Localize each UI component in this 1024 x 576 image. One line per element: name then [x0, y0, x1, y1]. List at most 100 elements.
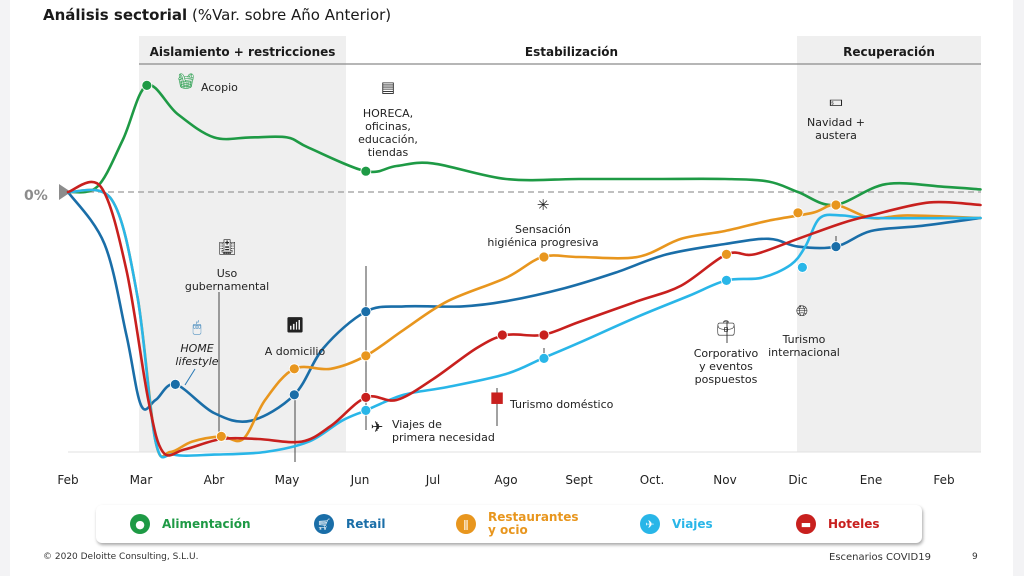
x-tick-label: Jun — [350, 473, 370, 487]
basket-icon: 🧺︎ — [176, 72, 195, 90]
data-marker — [360, 165, 372, 177]
x-tick-label: May — [275, 473, 300, 487]
chart-title: Análisis sectorial (%Var. sobre Año Ante… — [43, 6, 391, 24]
globe-icon: 🌐︎ — [796, 302, 808, 320]
data-marker — [792, 207, 804, 219]
baseline-arrow-icon — [59, 184, 71, 200]
title-bold: Análisis sectorial — [43, 6, 188, 24]
data-marker — [141, 80, 153, 91]
data-marker — [360, 391, 372, 403]
series-line-alimentaci-n — [66, 83, 982, 207]
series-line-hoteles — [66, 180, 982, 457]
phase-band — [139, 36, 346, 452]
x-tick-label: Jul — [425, 473, 440, 487]
annotation-text-horeca: HORECA, — [363, 107, 413, 120]
legend-label: Retail — [346, 516, 386, 531]
medical-cross-icon: ✳ — [537, 196, 550, 214]
legend-label: Hoteles — [828, 516, 880, 531]
legend: ● Alimentación 🛒︎ Retail ǁ Restaurantes … — [96, 505, 922, 543]
data-marker — [360, 350, 372, 362]
data-marker — [288, 389, 300, 401]
phase-label: Recuperación — [843, 45, 935, 59]
legend-item-hoteles: ▬ Hoteles — [796, 505, 880, 543]
annotation-text-navidad: Navidad + — [807, 116, 865, 129]
annotation-text-horeca: oficinas, — [365, 120, 411, 133]
chart-area: Aislamiento + restricciones Estabilizació… — [24, 36, 982, 487]
data-marker — [360, 404, 372, 416]
airplane-icon: ✈ — [640, 514, 660, 534]
annotation-text-domicilio: A domicilio — [265, 345, 326, 358]
apple-icon: ● — [130, 514, 150, 534]
annotation-text-turismo-dom: Turismo doméstico — [509, 398, 614, 411]
annotation-text-horeca: tiendas — [368, 146, 409, 159]
data-marker — [830, 241, 842, 253]
annotation-text-uso-gub: gubernamental — [185, 280, 269, 293]
x-tick-label: Sept — [565, 473, 593, 487]
annotation-text-home: HOME — [180, 342, 213, 355]
wifi-icon: 📶︎ — [285, 316, 304, 334]
data-marker — [830, 199, 842, 211]
annotation-text-viajes-nec: Viajes de — [392, 418, 442, 431]
data-marker — [288, 363, 300, 375]
legend-label: Alimentación — [162, 516, 251, 531]
annotation-text-viajes-nec: primera necesidad — [392, 431, 495, 444]
phase-label: Aislamiento + restricciones — [150, 45, 336, 59]
annotation-text-sensacion: Sensación — [515, 223, 571, 236]
legend-item-restaurantes: ǁ Restaurantes y ocio — [456, 505, 578, 543]
x-tick-label: Ago — [494, 473, 517, 487]
annotation-text-navidad: austera — [815, 129, 857, 142]
copyright: © 2020 Deloitte Consulting, S.L.U. — [43, 552, 199, 562]
bed-icon: ▬ — [796, 514, 816, 534]
data-marker — [215, 430, 227, 442]
airplane-icon: ✈ — [371, 418, 384, 436]
data-marker — [538, 251, 550, 263]
annotation-text-turismo-int: Turismo — [782, 333, 826, 346]
x-tick-label: Oct. — [640, 473, 665, 487]
money-icon: 💵︎ — [829, 92, 843, 110]
x-tick-label: Feb — [57, 473, 78, 487]
data-marker — [538, 329, 550, 341]
cart-icon: 🛒︎ — [314, 514, 334, 534]
data-marker — [496, 329, 508, 341]
legend-item-retail: 🛒︎ Retail — [314, 505, 385, 543]
legend-item-alimentacion: ● Alimentación — [130, 505, 251, 543]
data-marker — [360, 306, 372, 318]
series-line-viajes — [66, 188, 982, 459]
mouse-icon: 🖱︎ — [192, 318, 201, 336]
x-tick-label: Mar — [130, 473, 153, 487]
document-name: Escenarios COVID19 — [829, 552, 931, 563]
title-subtitle: (%Var. sobre Año Anterior) — [191, 6, 392, 24]
annotation-leader — [184, 368, 196, 386]
government-building-icon: 🏥︎ — [217, 238, 236, 256]
open-sign-icon: ▤ — [381, 78, 395, 96]
x-tick-label: Abr — [204, 473, 225, 487]
annotation-text-horeca: educación, — [358, 133, 418, 146]
series-line-retail — [66, 190, 982, 424]
legend-item-viajes: ✈ Viajes — [640, 505, 713, 543]
annotation-text-corporativo: y eventos — [699, 360, 753, 373]
legend-label: Viajes — [672, 516, 713, 531]
annotation-text-corporativo: pospuestos — [695, 373, 758, 386]
data-marker — [169, 378, 181, 390]
data-marker — [796, 261, 808, 273]
phase-band — [797, 36, 981, 452]
legend-label: Restaurantes y ocio — [488, 510, 579, 537]
annotation-text-uso-gub: Uso — [217, 267, 238, 280]
cutlery-icon: ǁ — [456, 514, 476, 534]
x-tick-label: Nov — [713, 473, 736, 487]
x-tick-label: Dic — [788, 473, 807, 487]
x-tick-label: Ene — [860, 473, 883, 487]
annotation-text-turismo-int: internacional — [768, 346, 840, 359]
annotation-text-home: lifestyle — [175, 355, 218, 368]
data-marker — [721, 274, 732, 286]
baseline-label: 0% — [24, 188, 48, 204]
annotation-text-corporativo: Corporativo — [694, 347, 759, 360]
data-marker — [538, 352, 550, 364]
phase-label: Estabilización — [525, 45, 618, 59]
x-tick-label: Feb — [933, 473, 954, 487]
annotation-text-acopio: Acopio — [201, 81, 238, 94]
page-number: 9 — [972, 552, 978, 562]
briefcase-icon: 💼︎ — [716, 319, 735, 337]
spain-map-icon: ■ — [490, 388, 504, 406]
data-marker — [721, 248, 732, 260]
